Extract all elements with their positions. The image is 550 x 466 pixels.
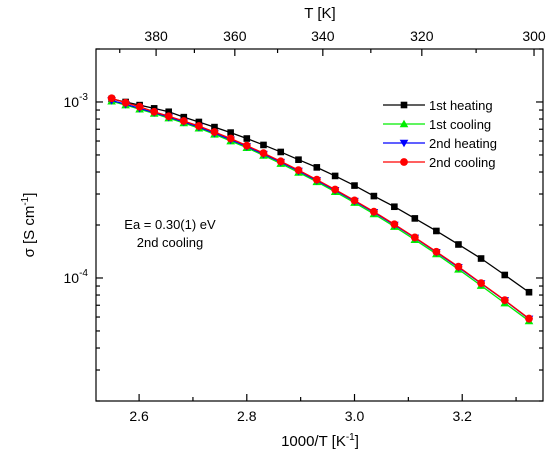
data-point	[107, 94, 116, 103]
data-point	[164, 112, 173, 121]
x-tick-label: 3.0	[345, 408, 365, 424]
data-point	[331, 185, 340, 194]
data-point	[165, 108, 173, 116]
data-point	[210, 128, 219, 136]
legend-item: 1st heating	[383, 98, 493, 113]
data-point	[195, 118, 203, 126]
data-point	[477, 255, 485, 262]
legend-label: 2nd heating	[429, 136, 497, 151]
data-point	[411, 215, 419, 222]
data-point	[313, 164, 321, 171]
data-point	[400, 101, 408, 109]
data-point	[501, 271, 509, 279]
legend: 1st heating 1st cooling 2nd heating 2nd coo…	[383, 98, 497, 170]
axis-ticks	[96, 48, 543, 402]
data-point	[312, 175, 321, 184]
data-point	[150, 107, 159, 116]
top-tick-label: 380	[144, 28, 168, 44]
data-point	[277, 148, 285, 156]
data-point	[432, 247, 441, 256]
data-point	[243, 135, 251, 142]
data-point	[399, 139, 409, 148]
data-point	[477, 279, 485, 288]
data-point	[410, 233, 419, 242]
top-tick-label: 300	[522, 28, 546, 44]
series-line	[111, 100, 530, 322]
y-axis-title: σ [S cm-1]	[20, 193, 38, 258]
legend-item: 2nd heating	[383, 136, 497, 151]
data-point	[399, 119, 409, 128]
data-point	[227, 129, 234, 136]
data-point	[350, 196, 359, 205]
data-point	[500, 296, 509, 305]
data-point	[121, 98, 130, 107]
series-2nd-cooling	[107, 94, 533, 323]
data-point	[194, 122, 203, 130]
data-point	[351, 182, 358, 189]
x-tick-label: 3.2	[452, 408, 472, 424]
top-x-axis-title: T [K]	[304, 5, 335, 22]
x-tick-label: 2.6	[129, 408, 149, 424]
series-group	[107, 94, 534, 325]
top-tick-label: 340	[311, 28, 335, 44]
annotation-line-1: Ea = 0.30(1) eV	[124, 217, 216, 232]
data-point	[226, 134, 235, 143]
data-point	[391, 203, 398, 211]
data-point	[433, 227, 440, 235]
legend-label: 1st heating	[429, 98, 493, 113]
top-tick-label: 320	[410, 28, 434, 44]
legend-label: 2nd cooling	[429, 155, 496, 170]
data-point	[370, 192, 378, 200]
data-point	[525, 288, 533, 296]
data-point	[390, 220, 399, 229]
data-point	[369, 207, 378, 216]
annotation-line-2: 2nd cooling	[137, 235, 204, 250]
data-point	[260, 141, 267, 149]
data-point	[242, 141, 251, 150]
data-point	[135, 102, 144, 111]
data-point	[525, 314, 533, 323]
data-point	[455, 241, 462, 248]
data-point	[400, 158, 408, 166]
y-tick-label: 10-4	[64, 268, 89, 286]
legend-item: 1st cooling	[383, 117, 491, 132]
data-point	[295, 156, 302, 163]
x-axis-title: 1000/T [K-1]	[281, 432, 359, 450]
top-tick-label: 360	[223, 28, 247, 44]
data-point	[331, 172, 339, 180]
data-point	[259, 149, 268, 158]
y-tick-label: 10-3	[64, 92, 89, 110]
data-point	[179, 117, 188, 125]
data-point	[276, 157, 285, 166]
x-tick-label: 2.8	[237, 408, 257, 424]
data-point	[454, 262, 463, 271]
legend-label: 1st cooling	[429, 117, 491, 132]
axis-tick-labels: 2.6 2.8 3.0 3.2 380 360 340 320 300 10-3 10-4	[64, 28, 546, 424]
legend-item: 2nd cooling	[383, 155, 496, 170]
data-point	[294, 166, 303, 175]
series-line	[111, 99, 530, 320]
data-point	[211, 123, 218, 131]
